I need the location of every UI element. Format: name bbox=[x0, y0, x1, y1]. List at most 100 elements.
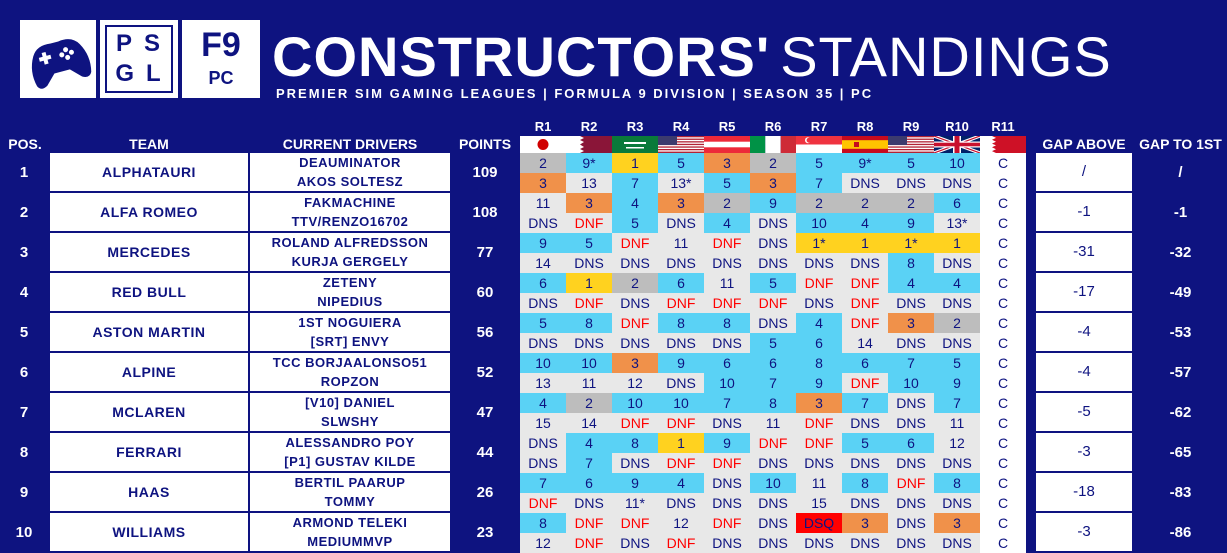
usa-flag-icon bbox=[888, 136, 934, 153]
race-result: 4 bbox=[520, 393, 566, 413]
table-row: 7 MCLAREN [V10] DANIEL SLWSHY 47 4 2 10 10 7 8 3 7 DN… bbox=[0, 393, 1227, 433]
team-points: 108 bbox=[472, 204, 498, 221]
race-result: DNS bbox=[888, 333, 934, 353]
race-result: 5 bbox=[566, 233, 612, 253]
japan-flag-icon bbox=[520, 136, 566, 153]
race-result: 7 bbox=[750, 373, 796, 393]
race-result: DNF bbox=[796, 433, 842, 453]
race-result: C bbox=[980, 213, 1026, 233]
race-result: DNF bbox=[796, 413, 842, 433]
race-result: DNS bbox=[566, 333, 612, 353]
race-result: DNS bbox=[704, 493, 750, 513]
race-result: 10 bbox=[934, 153, 980, 173]
team-name: ALPINE bbox=[50, 353, 248, 391]
race-result: 9 bbox=[704, 433, 750, 453]
race-result: 2 bbox=[612, 273, 658, 293]
race-result: 3 bbox=[658, 193, 704, 213]
race-result: C bbox=[980, 533, 1026, 553]
race-result: 4 bbox=[658, 473, 704, 493]
race-result: DNS bbox=[658, 253, 704, 273]
race-result: DNS bbox=[842, 533, 888, 553]
race-result: DNS bbox=[750, 533, 796, 553]
race-result: DNS bbox=[658, 333, 704, 353]
driver-name: [V10] DANIEL bbox=[305, 395, 395, 410]
gap-to-first: / bbox=[1178, 164, 1183, 181]
driver-list: DEAUMINATOR AKOS SOLTESZ bbox=[250, 153, 450, 191]
race-result: 8 bbox=[796, 353, 842, 373]
race-result: DNS bbox=[842, 453, 888, 473]
race-result: 6 bbox=[658, 273, 704, 293]
team-name: RED BULL bbox=[50, 273, 248, 311]
round-header-5: R5 bbox=[718, 119, 736, 134]
race-result: DNS bbox=[520, 333, 566, 353]
header-drivers: CURRENT DRIVERS bbox=[282, 136, 418, 152]
united-kingdom-flag-icon bbox=[934, 136, 980, 153]
driver-name: 1ST NOGUIERA bbox=[298, 315, 402, 330]
round-header-11: R11 bbox=[991, 119, 1015, 134]
team-points: 109 bbox=[472, 164, 498, 181]
race-result: DNS bbox=[842, 493, 888, 513]
page-subtitle: PREMIER SIM GAMING LEAGUES | FORMULA 9 D… bbox=[276, 86, 874, 101]
header-points: POINTS bbox=[458, 136, 512, 152]
race-result: C bbox=[980, 453, 1026, 473]
race-result: 2 bbox=[566, 393, 612, 413]
gap-above: -31 bbox=[1036, 233, 1132, 271]
position: 9 bbox=[19, 484, 29, 501]
race-result: 4 bbox=[612, 193, 658, 213]
race-result: DNS bbox=[934, 533, 980, 553]
driver-list: ARMOND TELEKI MEDIUMMVP bbox=[250, 513, 450, 551]
pc-text: PC bbox=[208, 68, 234, 88]
race-result: DNS bbox=[888, 453, 934, 473]
race-result: 8 bbox=[888, 253, 934, 273]
table-row: 4 RED BULL ZETENY NIPEDIUS 60 6 1 2 6 11 5 DNF DNF 4 4… bbox=[0, 273, 1227, 313]
race-result: 1 bbox=[566, 273, 612, 293]
driver-list: ZETENY NIPEDIUS bbox=[250, 273, 450, 311]
race-result: DNS bbox=[750, 233, 796, 253]
race-result: DNF bbox=[796, 273, 842, 293]
race-result: DNF bbox=[842, 313, 888, 333]
race-result: 3 bbox=[934, 513, 980, 533]
driver-list: BERTIL PAARUP TOMMY bbox=[250, 473, 450, 511]
driver-name: FAKMACHINE bbox=[304, 195, 396, 210]
race-result: 9* bbox=[842, 153, 888, 173]
team-points: 60 bbox=[476, 284, 494, 301]
race-result: C bbox=[980, 273, 1026, 293]
race-result: 11 bbox=[704, 273, 750, 293]
position: 4 bbox=[19, 284, 29, 301]
race-result: DNF bbox=[566, 293, 612, 313]
race-result: C bbox=[980, 153, 1026, 173]
race-result: 2 bbox=[520, 153, 566, 173]
driver-name: TCC BORJAALONSO51 bbox=[272, 355, 428, 370]
race-result: 13* bbox=[658, 173, 704, 193]
race-result: DNS bbox=[520, 293, 566, 313]
race-result: 10 bbox=[566, 353, 612, 373]
race-result: C bbox=[980, 253, 1026, 273]
gap-to-first: -53 bbox=[1169, 324, 1192, 341]
race-result: DNF bbox=[704, 453, 750, 473]
gamepad-icon bbox=[31, 39, 92, 89]
race-result: DNF bbox=[704, 293, 750, 313]
race-result: 10 bbox=[888, 373, 934, 393]
italy-flag-icon bbox=[750, 136, 796, 153]
table-row: 6 ALPINE TCC BORJAALONSO51 ROPZON 52 10 10 3 9 6 6… bbox=[0, 353, 1227, 393]
race-result: 6 bbox=[842, 353, 888, 373]
race-result: 9 bbox=[750, 193, 796, 213]
race-result: DNS bbox=[520, 213, 566, 233]
round-header-6: R6 bbox=[764, 119, 782, 134]
race-result: C bbox=[980, 493, 1026, 513]
race-result: 8 bbox=[750, 393, 796, 413]
race-result: DNS bbox=[934, 333, 980, 353]
race-result: DNS bbox=[750, 213, 796, 233]
race-result: DNS bbox=[658, 493, 704, 513]
race-result: 7 bbox=[520, 473, 566, 493]
round-header-2: R2 bbox=[580, 119, 598, 134]
race-result: 5 bbox=[934, 353, 980, 373]
race-result: DNS bbox=[934, 493, 980, 513]
page-title: CONSTRUCTORS' STANDINGS bbox=[272, 22, 1112, 92]
race-result: DNS bbox=[796, 293, 842, 313]
race-result: DNF bbox=[842, 293, 888, 313]
psgl-logo: PS GL bbox=[100, 20, 178, 98]
team-points: 47 bbox=[476, 404, 494, 421]
race-result: 5 bbox=[750, 333, 796, 353]
race-result: 2 bbox=[704, 193, 750, 213]
